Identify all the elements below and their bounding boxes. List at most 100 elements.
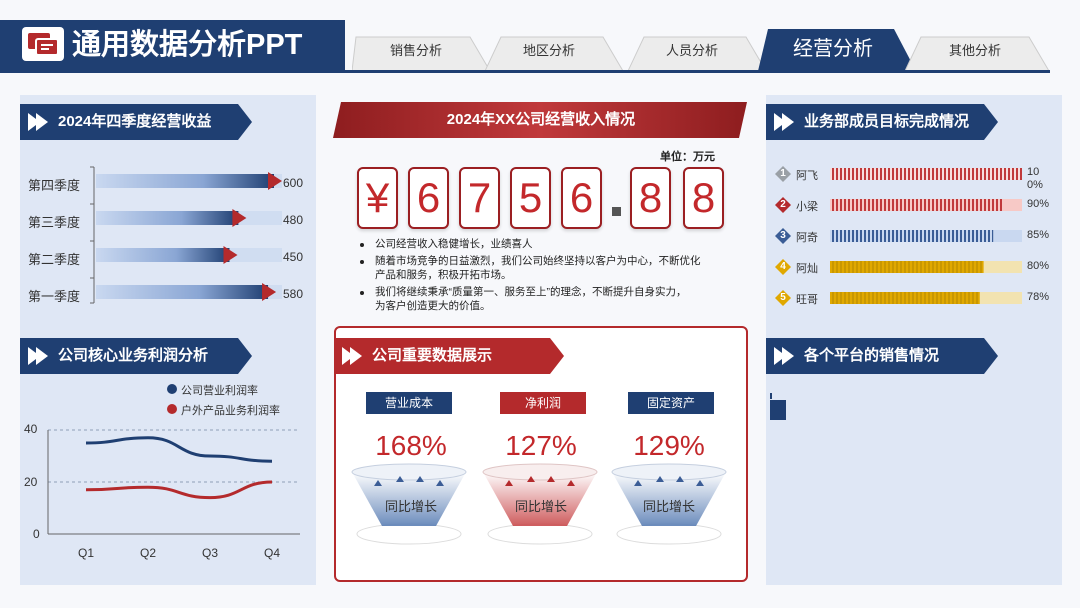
- y-tick-label: 40: [24, 422, 38, 436]
- income-title: 2024年XX公司经营收入情况: [446, 111, 636, 128]
- rank-number: 2: [780, 199, 786, 210]
- section-title-key-data: 公司重要数据展示: [334, 338, 564, 374]
- rank-badge: 1: [775, 166, 791, 182]
- bar-category-label: 第二季度: [28, 252, 81, 267]
- tab-sales[interactable]: 销售分析: [352, 33, 491, 71]
- section-title-members: 业务部成员目标完成情况: [766, 104, 998, 140]
- progress-fill: [830, 199, 1003, 211]
- tab-label: 人员分析: [665, 43, 718, 58]
- section-title-text: 公司核心业务利润分析: [58, 347, 209, 364]
- member-pct: 80%: [1027, 260, 1050, 272]
- digit-box: 7: [459, 167, 500, 229]
- tab-label: 销售分析: [389, 43, 442, 58]
- bar-category-label: 第四季度: [28, 178, 81, 193]
- section-title-profit: 公司核心业务利润分析: [20, 338, 252, 374]
- section-title-text: 2024年四季度经营收益: [58, 113, 212, 130]
- member-name: 小梁: [796, 201, 818, 213]
- member-progress-bars: [830, 168, 1022, 304]
- legend-label: 公司营业利润率: [181, 385, 258, 397]
- section-title-text: 各个平台的销售情况: [804, 347, 940, 364]
- rank-badge: 5: [775, 290, 791, 306]
- app-title: 通用数据分析PPT: [72, 29, 303, 61]
- slides-icon: [22, 27, 64, 61]
- bullet-text: 产品和服务，积极开拓市场。: [375, 269, 512, 281]
- bullet-dot: [360, 243, 364, 247]
- bar-arrow-head: [232, 209, 247, 227]
- bar-value-label: 450: [283, 250, 304, 264]
- kpi-badge: 营业成本: [366, 392, 452, 414]
- digit-box: 6: [408, 167, 449, 229]
- tab-operations[interactable]: 经营分析: [758, 27, 916, 71]
- rank-number: 1: [780, 168, 786, 179]
- digit-box: 5: [510, 167, 551, 229]
- bar: [96, 285, 269, 299]
- x-tick-label: Q4: [264, 546, 281, 560]
- legend-label: 户外产品业务利润率: [181, 405, 280, 417]
- tab-label: 其他分析: [948, 43, 1001, 58]
- kpi-note: 同比增长: [384, 499, 437, 514]
- member-pct: 100%: [1027, 166, 1043, 191]
- bar-arrow-head: [262, 283, 277, 301]
- digit-box: 6: [561, 167, 602, 229]
- rank-number: 3: [780, 230, 786, 241]
- rank-badge: 3: [775, 228, 791, 244]
- bar-value-label: 600: [283, 176, 304, 190]
- kpi-badge: 净利润: [500, 392, 586, 414]
- tab-region[interactable]: 地区分析: [485, 33, 624, 71]
- member-pct: 85%: [1027, 229, 1050, 241]
- bar-arrow-head: [268, 172, 282, 190]
- y-tick-label: 20: [24, 475, 38, 489]
- kpi-note: 同比增长: [514, 499, 567, 514]
- kpi-badge: 固定资产: [628, 392, 714, 414]
- bullet-text: 我们将继续秉承“质量第一、服务至上”的理念，不断提升自身实力，: [375, 286, 687, 298]
- x-tick-label: Q3: [202, 546, 219, 560]
- title-banner: [0, 20, 345, 70]
- bullet-dot: [360, 260, 364, 264]
- kpi-bowl-icon: [482, 463, 598, 545]
- unit-label: 单位：万元: [660, 151, 715, 163]
- member-name: 阿飞: [796, 170, 818, 182]
- bullet-dot: [360, 291, 364, 295]
- rank-number: 4: [780, 261, 786, 272]
- x-tick-label: Q2: [140, 546, 157, 560]
- kpi-bowl-icon: [351, 463, 467, 545]
- rank-badge: 4: [775, 259, 791, 275]
- member-name: 阿灿: [796, 263, 818, 275]
- kpi-bowl-icon: [611, 463, 727, 545]
- member-pct: 90%: [1027, 198, 1050, 210]
- progress-fill-pattern: [830, 261, 984, 273]
- profit-line-chart: [47, 429, 300, 535]
- platform-chart-stub: [770, 400, 786, 420]
- kpi-value: 168%: [375, 430, 447, 461]
- tab-label: 经营分析: [793, 38, 873, 60]
- bar-value-label: 580: [283, 287, 304, 301]
- header: 通用数据分析PPT 销售分析 地区分析 人员分析 经营分析 其他分析: [0, 0, 1080, 78]
- platform-chart-stub: [770, 393, 772, 399]
- progress-fill: [830, 168, 1022, 180]
- bullet-text: 随着市场竞争的日益激烈，我们公司始终坚持以客户为中心，不断优化: [375, 255, 701, 267]
- kpi-note: 同比增长: [642, 499, 695, 514]
- bar-category-label: 第一季度: [28, 289, 81, 304]
- x-tick-label: Q1: [78, 546, 95, 560]
- member-pct: 78%: [1027, 291, 1050, 303]
- bar-category-label: 第三季度: [28, 215, 81, 230]
- series-line: [85, 436, 273, 463]
- section-title-platforms: 各个平台的销售情况: [766, 338, 998, 374]
- tab-other[interactable]: 其他分析: [905, 33, 1050, 71]
- header-underline: [0, 70, 1050, 73]
- bar: [96, 174, 274, 188]
- y-tick-label: 0: [33, 527, 40, 541]
- q4-bar-chart: [90, 166, 282, 304]
- digit-box: 8: [683, 167, 724, 229]
- digit-box: ¥: [357, 167, 398, 229]
- bar-value-label: 480: [283, 213, 304, 227]
- bar: [96, 211, 239, 225]
- member-name: 旺哥: [796, 294, 818, 306]
- rank-number: 5: [780, 292, 786, 303]
- digit-box: 8: [630, 167, 671, 229]
- legend-marker: [167, 384, 177, 394]
- section-title-text: 业务部成员目标完成情况: [804, 113, 970, 130]
- rank-badge: 2: [775, 197, 791, 213]
- section-title-q4: 2024年四季度经营收益: [20, 104, 252, 140]
- tab-people[interactable]: 人员分析: [628, 33, 767, 71]
